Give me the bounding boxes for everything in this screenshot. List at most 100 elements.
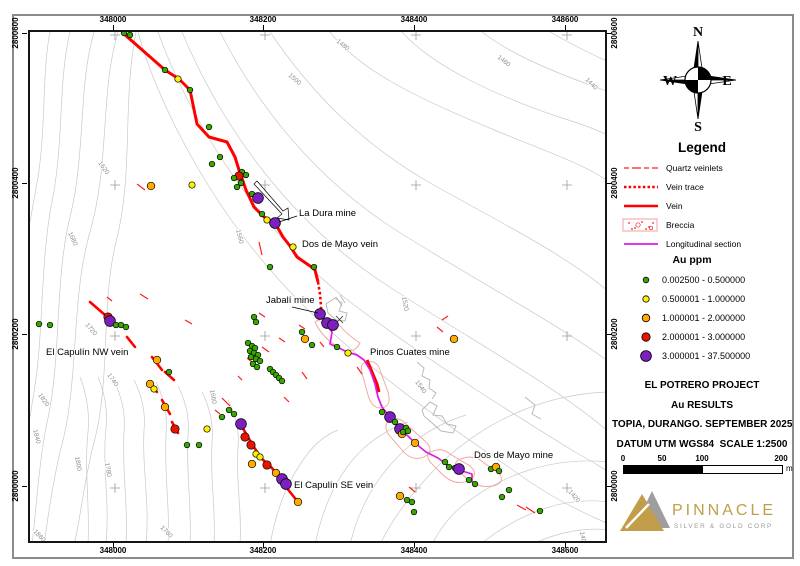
sample-point — [152, 355, 162, 365]
logo-tagline: SILVER & GOLD CORP — [674, 523, 773, 530]
sample-point — [266, 263, 274, 271]
contour-elevation-label: 1560 — [234, 229, 245, 245]
mine-label: Dos de Mayo mine — [474, 450, 553, 461]
au-class-label: 0.002500 - 0.500000 — [662, 274, 746, 285]
legend-swatch-magline — [624, 242, 658, 245]
scale-tick-200: 200 — [774, 454, 788, 463]
vein-pinos-cuates — [365, 359, 381, 393]
legend-item-dotline: Vein trace — [622, 177, 788, 196]
compass-s-label: S — [694, 120, 702, 132]
mine-workings-outline — [416, 361, 437, 400]
x-axis-label-bottom: 348600 — [551, 546, 579, 555]
quartz-veinlet — [278, 337, 286, 343]
axis-tick — [112, 543, 114, 548]
swatch-speck — [645, 227, 647, 230]
sample-point — [120, 32, 128, 37]
legend-item-label: Longitudinal section — [666, 238, 742, 249]
longitudinal-section-line — [320, 312, 473, 482]
swatch-speck — [652, 221, 654, 224]
mine-workings-outline — [421, 401, 457, 434]
contour-line — [433, 460, 605, 541]
quartz-veinlet — [246, 357, 253, 363]
mine-label: Jabalí mine — [266, 295, 315, 306]
contour-elevation-label: 1500 — [287, 72, 303, 87]
sample-point — [205, 123, 213, 131]
grid-cross — [411, 32, 421, 40]
sample-point — [252, 318, 260, 326]
contour-line — [201, 391, 215, 541]
quartz-veinlet — [408, 486, 416, 493]
sample-point — [150, 385, 158, 393]
axis-tick — [22, 32, 27, 34]
axis-tick — [262, 543, 264, 548]
au-class-row: 2.000001 - 3.000000 — [638, 327, 788, 346]
sample-point — [233, 183, 241, 191]
contour-line — [97, 376, 108, 541]
au-class-label: 2.000001 - 3.000000 — [662, 331, 746, 342]
logo-slash — [625, 503, 650, 529]
legend-item-label: Vein trace — [666, 181, 704, 192]
sample-point — [174, 75, 182, 83]
sample-point — [218, 413, 226, 421]
sample-point — [170, 424, 180, 434]
swatch-clast — [635, 221, 641, 228]
sample-point — [441, 458, 449, 466]
contour-elevation-label: 1680 — [66, 231, 79, 247]
contour-line — [79, 376, 89, 541]
contour-line — [401, 32, 605, 135]
quartz-veinlet — [136, 183, 146, 191]
sample-point — [256, 357, 264, 365]
legend-au-title: Au ppm — [672, 254, 712, 266]
quartz-veinlet — [237, 375, 243, 381]
au-class-row: 0.500001 - 1.000000 — [638, 289, 788, 308]
contour-elevation-label: 1440 — [584, 76, 599, 91]
breccia-zone — [385, 418, 431, 459]
logo-wordmark: PINNACLE — [672, 502, 776, 519]
contour-elevation-label: 1480 — [335, 38, 351, 53]
scale-tick-100: 100 — [695, 454, 709, 463]
mine-label: Dos de Mayo vein — [302, 239, 378, 250]
sample-point — [256, 453, 264, 461]
sample-point — [160, 402, 170, 412]
sample-point — [225, 406, 233, 414]
sample-point — [410, 508, 418, 516]
vein-segment — [88, 300, 107, 317]
grid-cross — [562, 32, 572, 40]
axis-tick — [564, 25, 566, 30]
sample-point — [278, 377, 286, 385]
sample-point — [235, 418, 247, 430]
compass-n-label: N — [693, 25, 703, 40]
contour-line — [481, 32, 605, 91]
sample-point — [327, 319, 339, 331]
quartz-veinlet — [214, 409, 221, 415]
sample-point — [471, 480, 479, 488]
contour-elevation-label: 1720 — [83, 322, 98, 338]
axis-tick — [413, 543, 415, 548]
sample-point — [536, 507, 544, 515]
mine-workings-outline — [335, 294, 346, 307]
sample-point — [378, 408, 386, 416]
sample-point — [408, 498, 416, 506]
x-axis-label-bottom: 348400 — [400, 546, 428, 555]
axis-tick — [564, 543, 566, 548]
legend-item-box: Breccia — [622, 215, 788, 234]
page-border — [12, 14, 794, 559]
contour-line — [32, 32, 95, 541]
au-dot — [641, 331, 651, 342]
contour-line — [113, 379, 127, 541]
sample-point — [465, 476, 473, 484]
label-leader-line — [291, 306, 319, 314]
contour-elevation-label: 1760 — [159, 524, 174, 539]
scale-bar: 0 50 100 200 m — [620, 454, 793, 480]
sample-point — [298, 328, 306, 336]
contour-line — [133, 379, 148, 541]
vein-segment — [125, 335, 137, 349]
sample-point — [293, 497, 303, 507]
sample-point — [251, 344, 259, 352]
sample-point — [35, 320, 43, 328]
sample-point — [186, 86, 194, 94]
au-class-dot — [640, 349, 652, 362]
legend-item-magline: Longitudinal section — [622, 234, 788, 253]
grid-cross — [110, 32, 120, 40]
grid-cross — [110, 483, 120, 493]
